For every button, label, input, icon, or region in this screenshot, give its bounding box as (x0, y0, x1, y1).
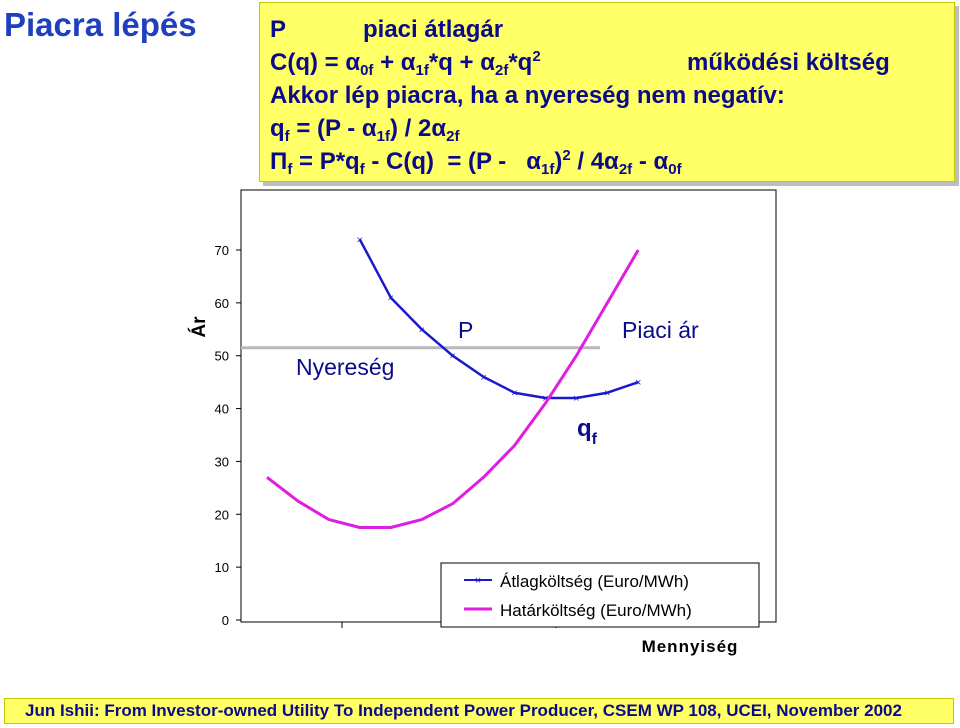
y-tick-label: 10 (215, 560, 229, 575)
formula-line-cost: C(q) = α0f + α1f*q + α2f*q2 működési köl… (270, 46, 954, 79)
formula-text: Π (270, 148, 288, 175)
annotation-qf: qf (577, 415, 598, 448)
formula-subscript: 1f (415, 62, 429, 79)
formula-text: C(q) = α (270, 49, 361, 76)
series-marker: × (635, 377, 641, 389)
y-axis-label: Ár (188, 316, 210, 338)
y-axis: 0 10 20 30 40 50 60 70 (215, 243, 241, 628)
formula-subscript: f (287, 161, 293, 178)
formula-p-symbol: P (270, 16, 287, 43)
annotation-q: q (577, 415, 592, 442)
formula-superscript: 2 (562, 147, 571, 164)
formula-subscript: 2f (618, 161, 633, 178)
series-marker: × (357, 234, 363, 246)
legend-label-atlagkoltseg: Átlagköltség (Euro/MWh) (500, 572, 689, 591)
series-marker: × (480, 372, 486, 384)
slide-title: Piacra lépés (4, 6, 197, 43)
formula-p-desc: piaci átlagár (363, 16, 504, 43)
legend-label-hatarkoltseg: Határköltség (Euro/MWh) (500, 601, 692, 620)
formula-cost-desc: működési költség (687, 49, 890, 76)
formula-subscript: f (359, 161, 365, 178)
legend: × Átlagköltség (Euro/MWh) Határköltség (… (440, 562, 760, 628)
formula-text: ) / 2α (390, 115, 447, 142)
series-marker: × (542, 393, 548, 405)
formula-text: = P*q (292, 148, 360, 175)
y-tick-label: 20 (215, 507, 229, 522)
series-line-hatarkoltseg (266, 249, 640, 529)
annotation-f-subscript: f (592, 431, 598, 448)
annotation-nyereseg: Nyereség (296, 354, 394, 380)
formula-text: - C(q) = (P - α (364, 148, 542, 175)
formula-line-profit: Πf = P*qf - C(q) = (P - α1f)2 / 4α2f - α… (270, 145, 954, 178)
formula-subscript: 0f (360, 62, 374, 79)
formula-subscript: 0f (668, 161, 682, 178)
annotation-p: P (458, 317, 473, 343)
formula-subscript: 1f (376, 128, 391, 145)
formula-text: ) (554, 148, 563, 175)
formula-line-condition: Akkor lép piacra, ha a nyereség nem nega… (270, 82, 785, 109)
formula-line-price: P piaci átlagár (270, 13, 954, 46)
legend-box (440, 562, 760, 628)
plot-frame (240, 189, 777, 623)
formula-line-quantity: qf = (P - α1f) / 2α2f (270, 112, 954, 145)
citation-footer: Jun Ishii: From Investor-owned Utility T… (4, 698, 954, 724)
formula-subscript: 2f (446, 128, 460, 145)
series-marker: × (388, 293, 394, 305)
formula-text: - α (632, 148, 669, 175)
formula-superscript: 2 (532, 48, 541, 65)
formula-text: *q + α (428, 49, 495, 76)
y-tick-label: 70 (215, 243, 229, 258)
y-tick-label: 40 (215, 402, 229, 417)
formula-box: P piaci átlagár C(q) = α0f + α1f*q + α2f… (259, 2, 955, 182)
y-tick-label: 50 (215, 349, 229, 364)
series-marker: × (449, 351, 455, 363)
series-line-atlagkoltseg (358, 238, 639, 400)
series-marker: × (604, 388, 610, 400)
formula-text: / 4α (570, 148, 619, 175)
formula-text: + α (373, 49, 416, 76)
formula-subscript: 1f (541, 161, 555, 178)
legend-marker-atlagkoltseg: × (475, 575, 481, 587)
x-axis-label: Mennyiség (642, 637, 739, 656)
y-tick-label: 0 (222, 613, 229, 628)
series-marker: × (418, 324, 424, 336)
formula-subscript: 2f (495, 62, 509, 79)
formula-text: = (P - α (289, 115, 377, 142)
y-tick-label: 60 (215, 296, 229, 311)
y-tick-label: 30 (215, 454, 229, 469)
series-marker: × (511, 388, 517, 400)
formula-subscript: f (284, 128, 290, 145)
annotation-piaci-ar: Piaci ár (622, 317, 699, 343)
series-group: × × × × × × × × × × (266, 234, 641, 529)
formula-text: *q (508, 49, 533, 76)
series-marker: × (573, 393, 579, 405)
formula-text: q (270, 115, 285, 142)
